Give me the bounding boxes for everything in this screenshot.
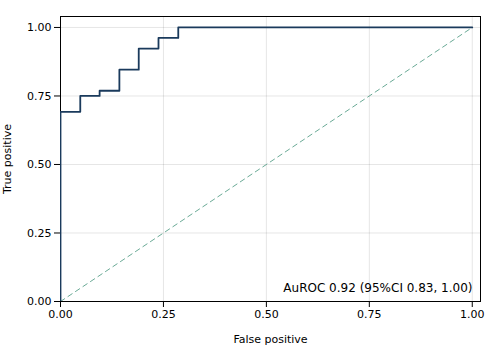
svg-text:0.50: 0.50	[254, 308, 279, 321]
svg-text:1.00: 1.00	[460, 308, 485, 321]
svg-text:1.00: 1.00	[27, 21, 52, 34]
svg-text:0.00: 0.00	[27, 295, 52, 308]
svg-text:AuROC 0.92 (95%CI 0.83, 1.00): AuROC 0.92 (95%CI 0.83, 1.00)	[283, 281, 472, 295]
svg-text:0.50: 0.50	[27, 158, 52, 171]
svg-text:True positive: True positive	[1, 124, 14, 195]
svg-text:0.75: 0.75	[27, 89, 52, 102]
svg-text:0.25: 0.25	[151, 308, 176, 321]
svg-text:0.00: 0.00	[48, 308, 73, 321]
svg-text:0.25: 0.25	[27, 227, 52, 240]
svg-text:0.75: 0.75	[357, 308, 382, 321]
svg-text:False positive: False positive	[233, 333, 307, 346]
